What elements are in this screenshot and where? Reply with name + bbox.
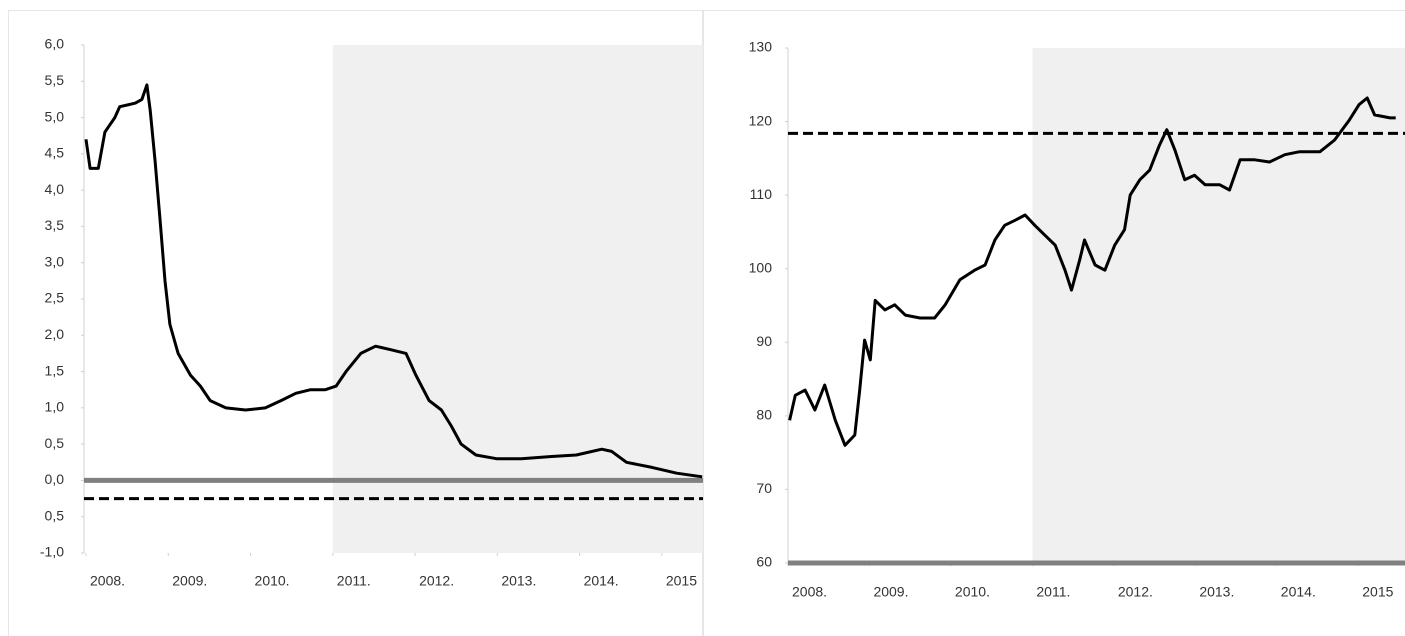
x-tick-label: 2014. (584, 573, 619, 589)
y-tick-label: 4,0 (45, 181, 65, 197)
y-tick-label: 1,0 (45, 399, 65, 415)
panel-border (703, 10, 1405, 636)
y-tick-label: 3,5 (45, 217, 65, 233)
chart-panel: 6,0 5,5 5,0 4,5 4,0 3,5 3,0 2,5 2,0 1,5 1,0 0,5 0,0 0… (40, 36, 703, 589)
y-tick-label: 80 (756, 407, 772, 423)
x-tick-label: 2013. (1199, 584, 1234, 600)
y-tick-label: 130 (749, 39, 773, 55)
y-tick-label: 6,0 (45, 36, 65, 52)
y-tick-label: 90 (756, 333, 772, 349)
y-tick-label: 5,5 (45, 72, 65, 88)
y-tick-label: 0,5 (45, 435, 65, 451)
shaded-region (1032, 48, 1405, 563)
y-tick-label: 70 (756, 480, 772, 496)
x-tick-label: 2011. (337, 573, 371, 589)
y-tick-label: 100 (749, 259, 773, 275)
x-tick-label: 2015 (666, 573, 697, 589)
y-tick-label: 0,5 (45, 507, 65, 523)
x-tick-label: 2010. (255, 573, 290, 589)
y-tick-label: 110 (750, 186, 773, 202)
y-tick-label: 3,0 (45, 253, 65, 269)
x-tick-label: 2011. (1036, 584, 1070, 600)
y-tick-label: 60 (756, 554, 772, 570)
x-tick-label: 2009. (172, 573, 207, 589)
x-tick-label: 2012. (419, 573, 454, 589)
y-tick-label: 2,0 (45, 326, 65, 342)
y-tick-label: 120 (749, 112, 773, 128)
x-tick-label: 2013. (501, 573, 536, 589)
x-tick-label: 2009. (873, 584, 908, 600)
x-tick-label: 2010. (955, 584, 990, 600)
y-tick-label: 1,5 (45, 362, 65, 378)
shaded-region (332, 45, 703, 553)
data-line (84, 83, 703, 479)
y-tick-label: 2,5 (45, 290, 65, 306)
x-tick-label: 2015 (1362, 584, 1393, 600)
x-tick-label: 2008. (90, 573, 125, 589)
y-tick-label: 4,5 (45, 145, 65, 161)
x-tick-label: 2012. (1118, 584, 1153, 600)
y-tick-label: 0,0 (45, 471, 65, 487)
y-tick-label: 5,0 (45, 108, 65, 124)
y-tick-label: -1,0 (40, 544, 64, 560)
chart-panel: 130 120 110 100 90 80 70 60 2008. 2009. 2010. 2011.… (749, 39, 1405, 600)
x-tick-label: 2008. (792, 584, 827, 600)
x-tick-label: 2014. (1281, 584, 1316, 600)
data-line (788, 96, 1396, 447)
